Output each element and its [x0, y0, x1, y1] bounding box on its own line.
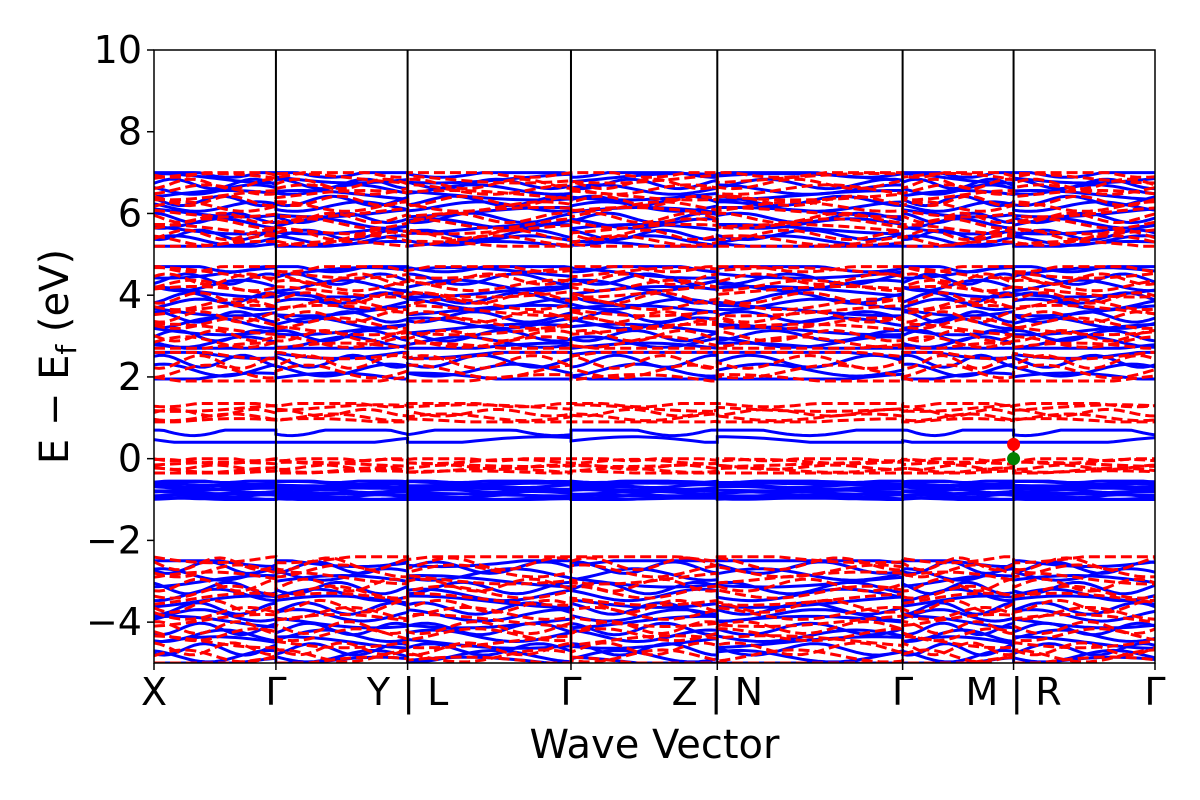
band-line	[154, 297, 1155, 312]
band-line	[154, 265, 1155, 274]
band-line	[154, 272, 1155, 286]
y-tick-label: 0	[118, 437, 142, 481]
band-line	[154, 655, 1155, 663]
band-line	[154, 488, 1155, 495]
band-line	[154, 435, 1155, 444]
band-line	[154, 584, 1155, 600]
band-line	[154, 371, 1155, 381]
y-tick-label: 8	[118, 110, 142, 154]
band-line	[154, 648, 1155, 663]
band-line	[154, 205, 1155, 219]
band-line	[154, 598, 1155, 614]
band-line	[154, 621, 1155, 637]
band-line	[154, 457, 1155, 463]
kpath-lines	[274, 50, 1015, 663]
band-line	[154, 606, 1155, 621]
band-line	[154, 194, 1155, 208]
band-line	[154, 177, 1155, 191]
band-line	[154, 316, 1155, 330]
band-line	[154, 211, 1155, 225]
band-line	[154, 291, 1155, 305]
band-line	[154, 555, 1155, 565]
x-tick-label: M | R	[965, 670, 1061, 715]
band-line	[154, 285, 1155, 299]
x-tick-label: Γ	[265, 670, 286, 714]
y-tick-label: 4	[118, 273, 142, 317]
band-line	[154, 363, 1155, 380]
band-line	[154, 266, 1155, 280]
x-axis-title: Wave Vector	[530, 722, 781, 768]
band-line	[154, 577, 1155, 593]
band-line	[154, 619, 1155, 636]
y-axis-title-unit: (eV)	[32, 249, 78, 345]
band-line	[154, 494, 1155, 501]
band-line	[154, 479, 1155, 485]
band-line	[154, 463, 1155, 471]
extremum-marker	[1007, 452, 1021, 466]
band-line	[154, 412, 1155, 423]
band-line	[154, 285, 1155, 299]
plot-frame	[153, 49, 1156, 664]
band-line	[154, 428, 1155, 438]
band-line	[154, 341, 1155, 351]
band-line	[154, 635, 1155, 650]
band-line	[154, 188, 1155, 202]
y-tick-label: 10	[94, 28, 142, 72]
band-line	[154, 403, 1155, 413]
band-line	[154, 402, 1155, 409]
markers-layer	[1007, 437, 1021, 466]
band-line	[154, 316, 1155, 331]
y-axis-title-sub: f	[50, 344, 83, 355]
band-line	[154, 265, 1155, 274]
y-tick-label: 2	[118, 355, 142, 399]
x-tick-label: Γ	[1144, 670, 1165, 714]
band-line	[154, 608, 1155, 623]
y-axis-title-main: E − E	[32, 355, 78, 465]
band-line	[154, 407, 1155, 418]
band-line	[154, 183, 1155, 196]
band-line	[154, 341, 1155, 350]
band-line	[154, 222, 1155, 236]
y-axis-ticks: −4 −2 0 2 4 6 8 10	[86, 28, 154, 644]
band-line	[154, 217, 1155, 230]
band-line	[154, 291, 1155, 305]
y-tick-label: −4	[86, 600, 142, 644]
band-line	[154, 556, 1155, 572]
band-line	[154, 278, 1155, 293]
bands-layer	[154, 171, 1155, 663]
band-line	[154, 362, 1155, 378]
band-line	[154, 627, 1155, 643]
band-line	[154, 171, 1155, 179]
band-line	[154, 234, 1155, 247]
band-line	[154, 641, 1155, 657]
band-line	[154, 328, 1155, 343]
band-line	[154, 591, 1155, 607]
band-line	[154, 350, 1155, 361]
x-axis-ticks: X Γ Y | L Γ Z | N Γ M | R Γ	[141, 663, 1166, 715]
series-spin-down	[154, 171, 1155, 663]
x-tick-label: X	[141, 670, 167, 714]
band-line	[154, 297, 1155, 312]
y-tick-label: −2	[86, 518, 142, 562]
band-line	[154, 309, 1155, 324]
band-line	[154, 563, 1155, 579]
band-line	[154, 322, 1155, 337]
band-line	[154, 614, 1155, 630]
extremum-marker	[1007, 437, 1021, 451]
band-line	[154, 594, 1155, 609]
x-tick-label: Γ	[892, 670, 913, 714]
band-line	[154, 353, 1155, 370]
x-tick-label: Γ	[560, 670, 581, 714]
x-tick-label: Y | L	[366, 670, 448, 715]
band-line	[154, 200, 1155, 213]
y-tick-label: 6	[118, 191, 142, 235]
y-axis-title: E − Ef (eV)	[32, 249, 83, 464]
x-tick-label: Z | N	[672, 670, 763, 715]
